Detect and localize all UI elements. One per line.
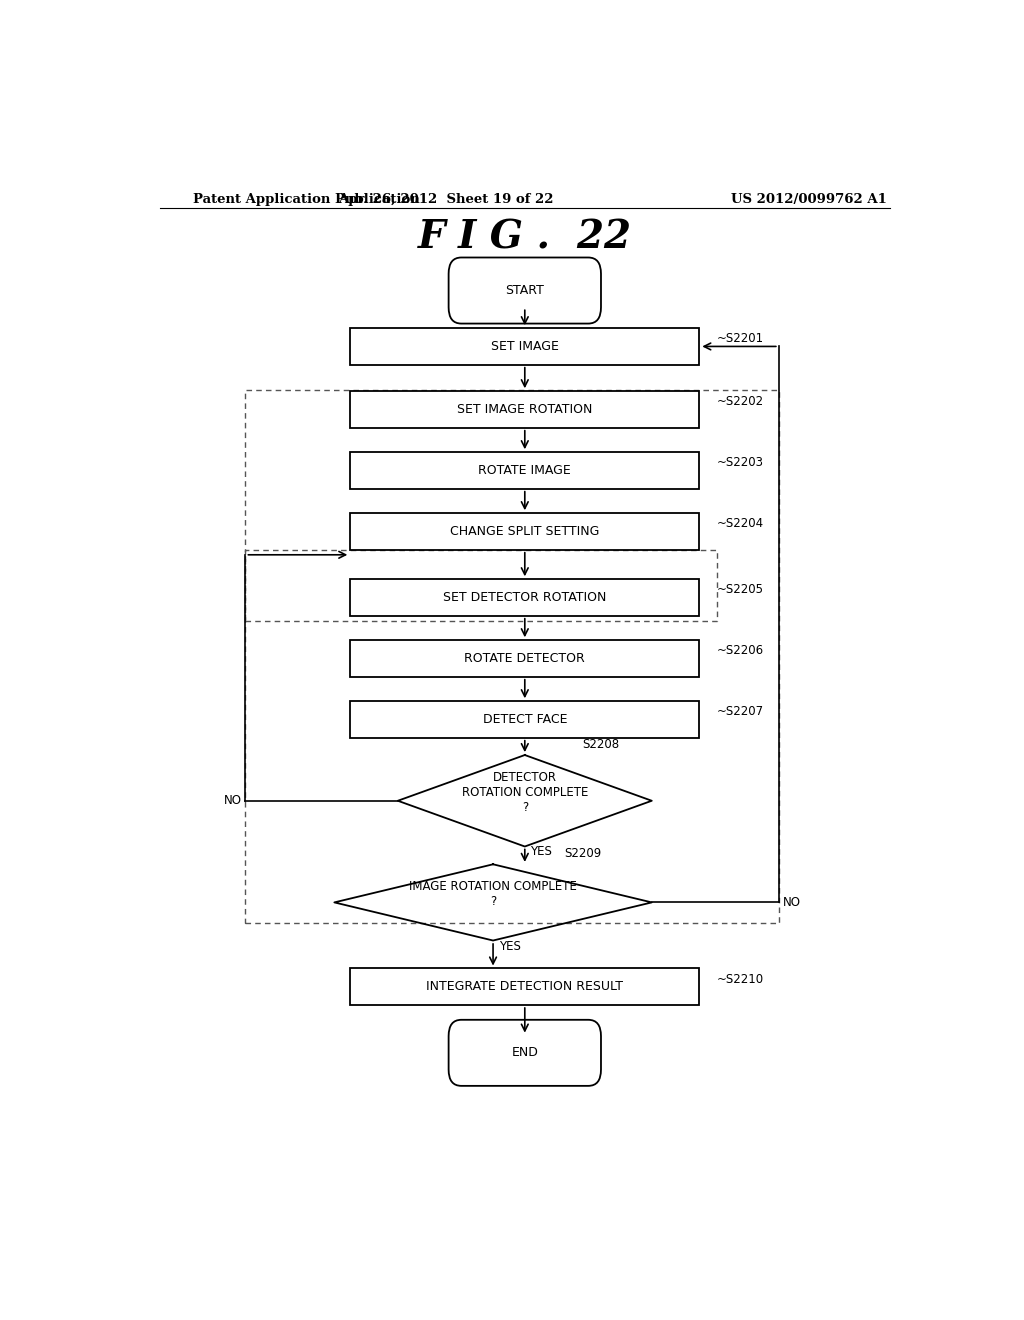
Text: Apr. 26, 2012  Sheet 19 of 22: Apr. 26, 2012 Sheet 19 of 22 <box>338 193 553 206</box>
Text: END: END <box>511 1047 539 1060</box>
Text: ~S2202: ~S2202 <box>717 395 764 408</box>
FancyBboxPatch shape <box>350 453 699 488</box>
FancyBboxPatch shape <box>449 257 601 323</box>
Text: Patent Application Publication: Patent Application Publication <box>194 193 420 206</box>
Text: SET IMAGE: SET IMAGE <box>490 341 559 352</box>
FancyBboxPatch shape <box>449 1020 601 1086</box>
Text: NO: NO <box>223 795 242 808</box>
FancyBboxPatch shape <box>350 640 699 677</box>
FancyBboxPatch shape <box>350 579 699 616</box>
Text: US 2012/0099762 A1: US 2012/0099762 A1 <box>731 193 887 206</box>
Text: DETECT FACE: DETECT FACE <box>482 713 567 726</box>
Text: ~S2210: ~S2210 <box>717 973 764 986</box>
Text: ~S2204: ~S2204 <box>717 517 764 531</box>
Text: CHANGE SPLIT SETTING: CHANGE SPLIT SETTING <box>451 525 599 539</box>
Text: ROTATE DETECTOR: ROTATE DETECTOR <box>465 652 585 665</box>
FancyBboxPatch shape <box>350 969 699 1005</box>
Text: F I G .  22: F I G . 22 <box>418 219 632 256</box>
FancyBboxPatch shape <box>350 701 699 738</box>
Text: ~S2205: ~S2205 <box>717 583 764 597</box>
Text: SET DETECTOR ROTATION: SET DETECTOR ROTATION <box>443 591 606 605</box>
Text: ROTATE IMAGE: ROTATE IMAGE <box>478 463 571 477</box>
FancyBboxPatch shape <box>350 329 699 364</box>
Text: ~S2207: ~S2207 <box>717 705 764 718</box>
Text: YES: YES <box>530 845 552 858</box>
Text: SET IMAGE ROTATION: SET IMAGE ROTATION <box>457 403 593 416</box>
Text: ~S2203: ~S2203 <box>717 457 764 469</box>
Text: S2209: S2209 <box>564 847 602 861</box>
Text: S2208: S2208 <box>582 738 620 751</box>
Text: ~S2201: ~S2201 <box>717 333 764 346</box>
FancyBboxPatch shape <box>350 513 699 549</box>
Text: ~S2206: ~S2206 <box>717 644 764 657</box>
Text: NO: NO <box>782 896 801 909</box>
Text: IMAGE ROTATION COMPLETE
?: IMAGE ROTATION COMPLETE ? <box>410 880 577 908</box>
FancyBboxPatch shape <box>350 391 699 428</box>
Text: YES: YES <box>499 940 520 953</box>
Text: DETECTOR
ROTATION COMPLETE
?: DETECTOR ROTATION COMPLETE ? <box>462 771 588 814</box>
Text: INTEGRATE DETECTION RESULT: INTEGRATE DETECTION RESULT <box>426 981 624 993</box>
Text: START: START <box>506 284 544 297</box>
